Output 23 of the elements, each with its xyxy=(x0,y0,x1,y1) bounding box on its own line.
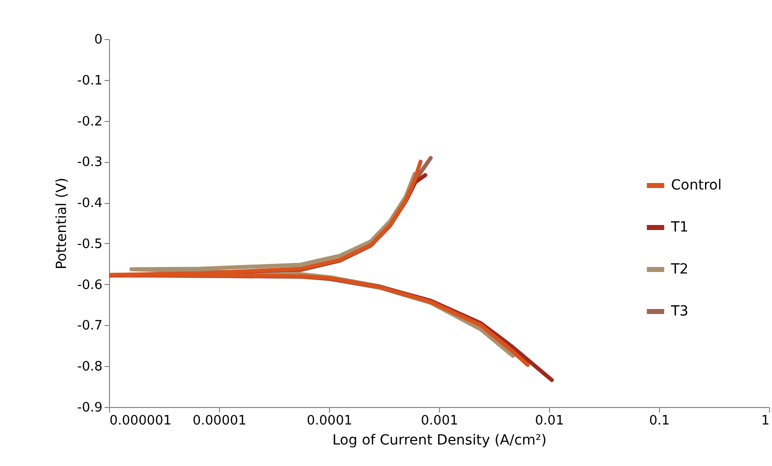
y-axis-title: Pottential (V) xyxy=(54,178,70,270)
y-tick-label: 0 xyxy=(94,32,102,48)
y-tick-label: -0.3 xyxy=(77,155,102,170)
y-tick-label: -0.7 xyxy=(77,318,102,334)
legend-label: T1 xyxy=(670,220,688,236)
x-tick-label: 1 xyxy=(761,414,770,428)
x-tick-label: 0.000001 xyxy=(110,414,172,428)
y-tick-label: -0.8 xyxy=(77,360,102,375)
x-tick-label: 0.0001 xyxy=(306,414,352,428)
y-tick-label: -0.4 xyxy=(77,196,102,212)
y-tick-label: -0.1 xyxy=(77,73,102,88)
y-tick-label: -0.9 xyxy=(77,400,102,416)
x-tick-label: 0.00001 xyxy=(192,414,246,428)
x-tick-label: 0.01 xyxy=(535,414,564,428)
legend-label: T2 xyxy=(670,262,688,278)
x-tick-label: 0.001 xyxy=(420,414,458,428)
x-tick-label: 0.1 xyxy=(649,414,670,428)
legend-label: Control xyxy=(671,178,722,194)
y-tick-label: -0.5 xyxy=(77,236,102,252)
legend-label: T3 xyxy=(670,304,688,320)
x-axis-title: Log of Current Density (A/cm²) xyxy=(332,432,547,448)
y-tick-label: -0.2 xyxy=(77,114,102,130)
y-tick-label: -0.6 xyxy=(77,278,102,293)
